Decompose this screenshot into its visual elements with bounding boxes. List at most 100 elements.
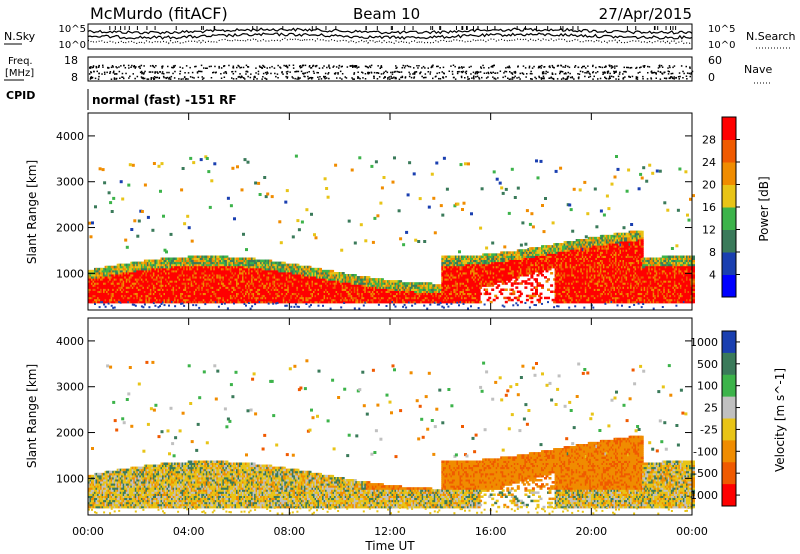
- freq-point: [270, 72, 272, 75]
- range-cell: [365, 300, 369, 304]
- range-cell: [169, 232, 173, 236]
- range-cell: [276, 290, 280, 293]
- range-cell: [352, 300, 356, 304]
- freq-point: [480, 67, 483, 69]
- freq-point: [369, 65, 371, 67]
- range-cell: [291, 282, 295, 285]
- freq-point: [89, 66, 91, 69]
- freq-point: [172, 65, 175, 67]
- freq-point: [668, 77, 671, 79]
- freq-point: [242, 66, 245, 69]
- freq-point: [611, 66, 614, 68]
- range-cell: [133, 303, 136, 306]
- freq-point: [195, 65, 197, 68]
- freq-point: [235, 78, 238, 80]
- freq-point: [107, 66, 109, 69]
- range-cell: [216, 284, 220, 287]
- freq-point: [232, 78, 235, 80]
- range-cell: [142, 306, 145, 309]
- freq-point: [567, 65, 569, 68]
- freq-point: [88, 73, 91, 75]
- freq-point: [480, 66, 482, 68]
- freq-point: [678, 78, 680, 80]
- range-cell: [365, 288, 369, 291]
- freq-point: [562, 66, 564, 68]
- freq-point: [139, 71, 142, 74]
- freq-point: [395, 77, 397, 80]
- range-cell: [231, 292, 235, 296]
- freq-point: [377, 72, 380, 74]
- freq-point: [173, 77, 176, 79]
- freq-point: [422, 77, 425, 79]
- freq-point: [320, 78, 323, 80]
- freq-point: [245, 64, 248, 67]
- freq-point: [622, 73, 624, 75]
- freq-point: [583, 65, 585, 68]
- freq-point: [118, 70, 121, 73]
- freq-point: [524, 67, 527, 69]
- freq-point: [400, 71, 403, 73]
- freq-point: [683, 72, 685, 75]
- range-cell: [252, 257, 256, 260]
- freq-point: [199, 70, 201, 73]
- freq-point: [344, 76, 346, 78]
- freq-point: [312, 64, 315, 67]
- freq-point: [565, 73, 567, 75]
- freq-point: [294, 77, 296, 80]
- freq-point: [609, 72, 611, 75]
- freq-point: [650, 78, 653, 80]
- range-cell: [310, 212, 313, 216]
- freq-point: [237, 76, 240, 78]
- range-cell: [139, 209, 143, 213]
- range-cell: [216, 267, 220, 271]
- range-cell: [199, 272, 203, 275]
- freq-point: [98, 75, 100, 78]
- range-cell: [124, 284, 128, 287]
- freq-point: [169, 76, 171, 79]
- freq-point: [470, 65, 472, 68]
- freq-point: [636, 78, 639, 80]
- freq-point: [537, 67, 540, 69]
- range-cell: [276, 274, 280, 277]
- freq-point: [476, 75, 479, 78]
- freq-point: [263, 66, 266, 68]
- range-cell: [337, 278, 341, 281]
- freq-point: [311, 77, 314, 79]
- range-cell: [364, 301, 367, 304]
- range-cell: [169, 296, 173, 300]
- freq-point: [140, 70, 143, 73]
- range-cell: [365, 280, 369, 283]
- range-cell: [95, 294, 99, 298]
- freq-panel: Freq. [MHz] 18 8 60 0 Nave: [4, 54, 772, 84]
- range-cell: [337, 276, 341, 279]
- freq-point: [668, 70, 670, 73]
- range-cell: [139, 298, 143, 302]
- freq-point: [265, 78, 268, 80]
- freq-point: [232, 73, 235, 75]
- cpid-value: normal (fast) -151 RF: [92, 93, 237, 107]
- freq-point: [338, 64, 341, 67]
- range-cell: [231, 300, 235, 304]
- freq-point: [119, 77, 121, 79]
- freq-point: [210, 77, 213, 79]
- freq-point: [362, 72, 364, 74]
- range-cell: [231, 284, 235, 287]
- freq-point: [214, 65, 216, 68]
- range-cell: [306, 284, 310, 287]
- freq-point: [262, 76, 264, 78]
- range-cell: [184, 274, 188, 277]
- freq-point: [237, 64, 239, 67]
- freq-point: [389, 78, 391, 80]
- freq-point: [522, 65, 525, 67]
- range-cell: [306, 280, 310, 283]
- range-cell: [353, 307, 356, 310]
- range-cell: [246, 263, 250, 267]
- freq-point: [181, 67, 184, 69]
- range-cell: [276, 263, 280, 267]
- range-cell: [270, 195, 274, 199]
- range-cell: [139, 261, 143, 265]
- freq-point: [509, 66, 511, 69]
- freq-point: [560, 70, 563, 73]
- freq-point: [667, 70, 669, 72]
- freq-point: [528, 65, 531, 68]
